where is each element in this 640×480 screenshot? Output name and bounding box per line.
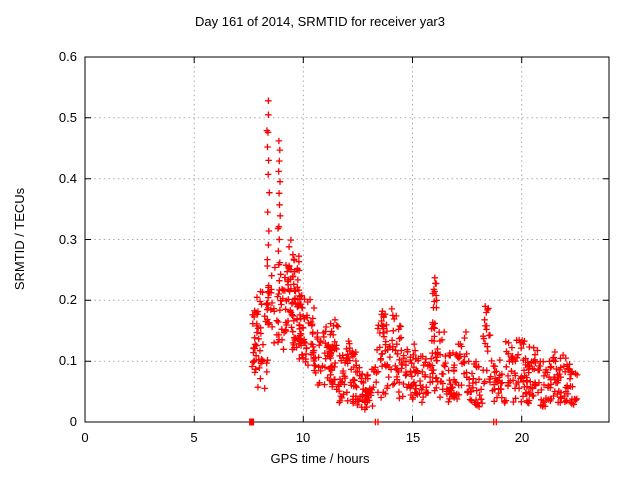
grid-lines: [85, 57, 609, 422]
x-tick-label: 15: [405, 430, 421, 445]
y-tick-label: 0.4: [58, 171, 77, 186]
x-tick-label: 5: [190, 430, 198, 445]
y-tick-label: 0.1: [58, 353, 77, 368]
axis-ticks: [84, 56, 609, 423]
y-tick-label: 0.2: [58, 292, 77, 307]
y-tick-label: 0.6: [58, 49, 77, 64]
x-tick-label: 20: [514, 430, 530, 445]
x-tick-label: 0: [81, 430, 89, 445]
chart-title: Day 161 of 2014, SRMTID for receiver yar…: [195, 14, 445, 29]
scatter-points: [248, 97, 581, 426]
y-tick-label: 0.3: [58, 232, 77, 247]
y-tick-label: 0: [69, 414, 77, 429]
zero-square-marker: [249, 418, 255, 426]
y-tick-label: 0.5: [58, 110, 77, 125]
x-tick-label: 10: [295, 430, 311, 445]
x-axis-label: GPS time / hours: [270, 451, 370, 466]
